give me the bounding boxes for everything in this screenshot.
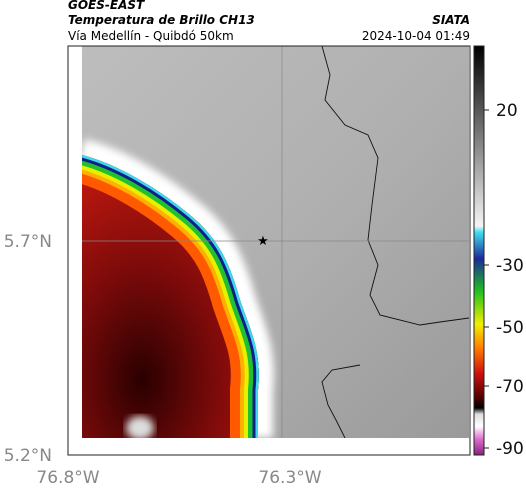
lon-label: 76.3°W — [258, 468, 321, 488]
agency: SIATA — [432, 13, 470, 27]
timestamp: 2024-10-04 01:49 — [362, 29, 470, 43]
satellite-image: ★ — [82, 46, 469, 438]
colorbar-label: -30 — [496, 256, 524, 276]
lat-label: 5.2°N — [4, 446, 52, 466]
colorbar-label: -50 — [496, 318, 524, 338]
source: GOES-EAST — [68, 0, 145, 12]
border — [321, 46, 469, 326]
colorbar — [473, 45, 485, 456]
subtitle: Vía Medellín - Quibdó 50km — [68, 29, 234, 43]
lon-label: 76.8°W — [36, 468, 99, 488]
border — [321, 364, 361, 438]
title: Temperatura de Brillo CH13 — [68, 13, 255, 27]
map-frame — [67, 45, 471, 456]
lat-label: 5.7°N — [4, 232, 52, 252]
star-marker: ★ — [257, 234, 269, 249]
colorbar-label: -70 — [496, 377, 524, 397]
colorbar-ticks — [484, 109, 489, 449]
colorbar-label: -90 — [496, 439, 524, 459]
colorbar-label: 20 — [496, 101, 518, 121]
